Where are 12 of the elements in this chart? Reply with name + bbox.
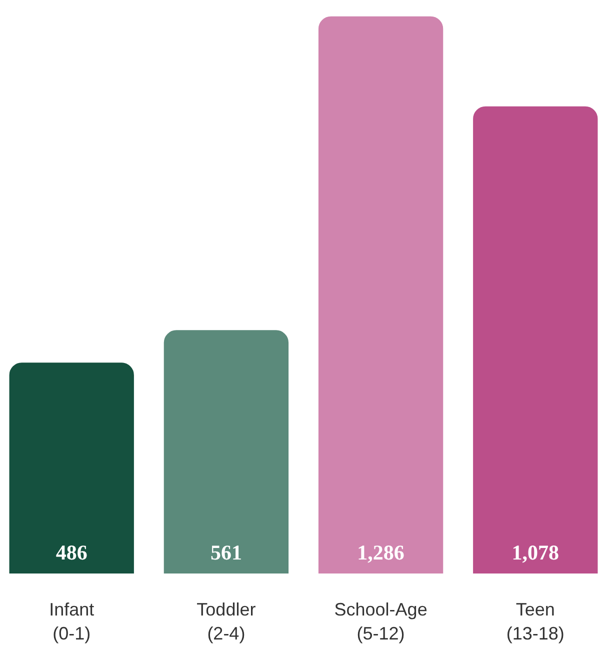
- x-tick-label: Teen (13-18): [506, 600, 564, 644]
- data-label: 561: [210, 540, 242, 564]
- x-tick-label: Infant (0-1): [49, 600, 94, 644]
- data-label: 486: [56, 540, 88, 564]
- bar: [318, 16, 444, 574]
- x-tick-label: School-Age (5-12): [334, 600, 428, 644]
- bar: [473, 106, 598, 574]
- x-tick-label: Toddler (2-4): [196, 600, 256, 644]
- bar: [164, 330, 289, 574]
- data-label: 1,286: [357, 540, 404, 564]
- data-label: 1,078: [512, 540, 560, 564]
- bar: [9, 362, 134, 574]
